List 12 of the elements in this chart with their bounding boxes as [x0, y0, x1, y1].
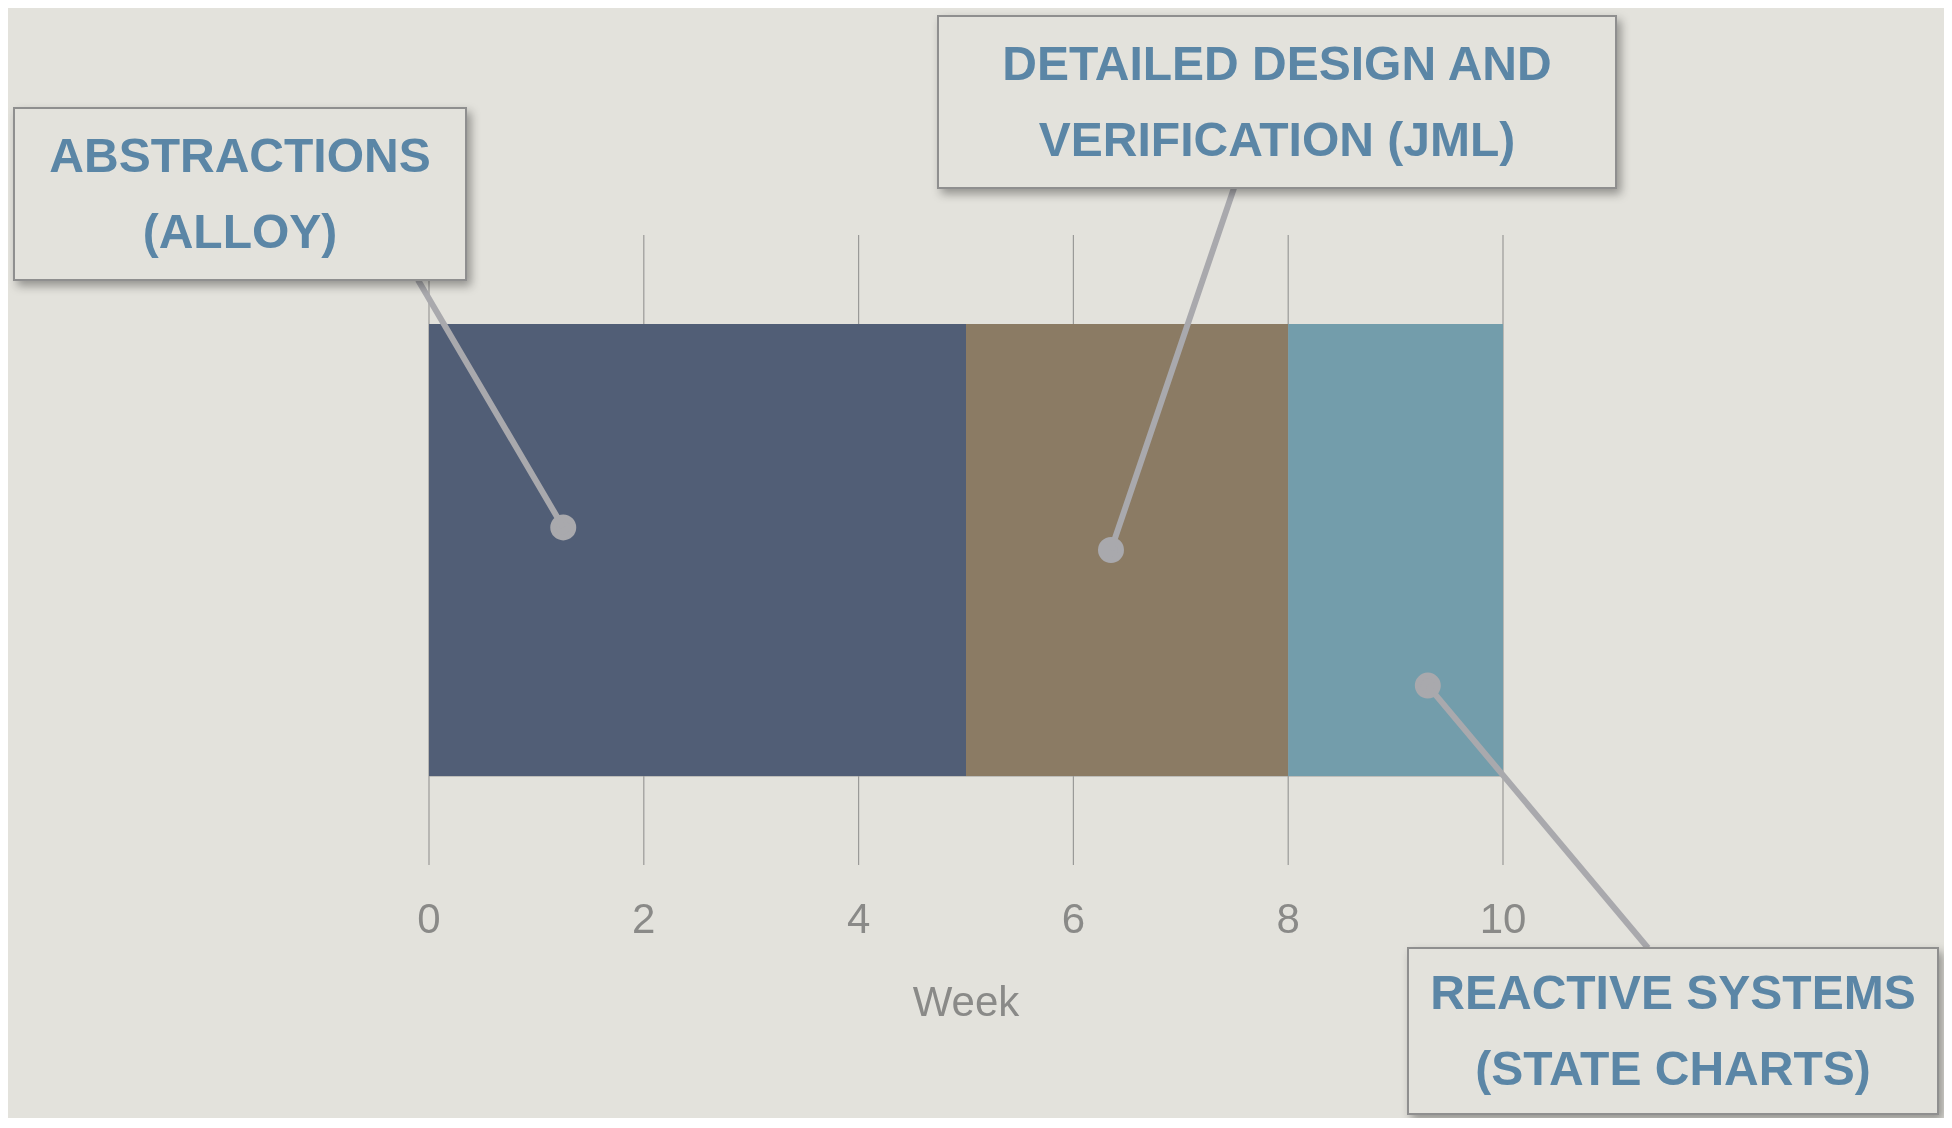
x-tick-label: 8 — [1276, 895, 1300, 942]
text: REACTIVE SYSTEMS (STATE CHARTS) — [1430, 966, 1916, 1095]
x-tick-label: 10 — [1479, 895, 1527, 942]
x-tick-label: 0 — [417, 895, 441, 942]
text: DETAILED DESIGN AND VERIFICATION (JML) — [1002, 37, 1552, 166]
bar — [429, 324, 966, 776]
series-label: ABSTRACTIONS (ALLOY) — [49, 129, 431, 258]
bar — [1288, 324, 1503, 776]
x-tick-label: 2 — [632, 895, 656, 942]
x-axis-title: Week — [912, 978, 1021, 1025]
x-tick-label: 6 — [1061, 895, 1086, 942]
x-tick-label: 4 — [846, 895, 871, 942]
